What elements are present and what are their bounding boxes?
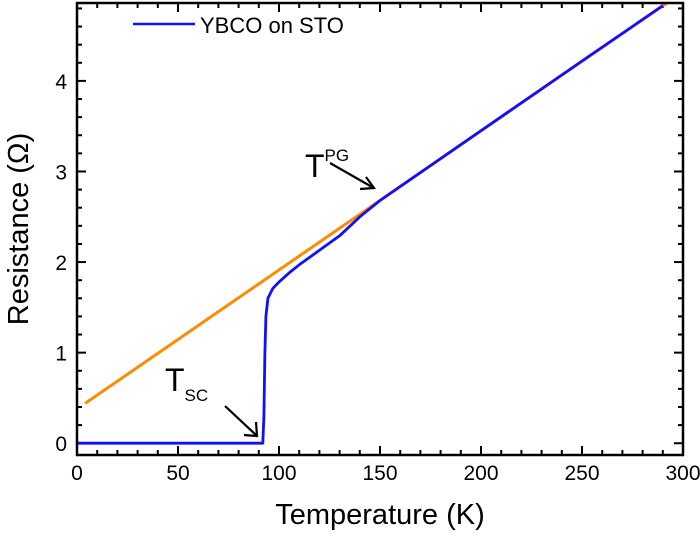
x-tick-label: 250 [564, 462, 599, 485]
x-tick-label: 100 [261, 462, 296, 485]
legend: YBCO on STO [133, 13, 344, 38]
x-tick-label: 150 [362, 462, 397, 485]
x-tick-label: 0 [71, 462, 83, 485]
annotation-tpg: TPG [305, 146, 377, 191]
y-tick-label: 2 [55, 252, 67, 275]
svg-text:TPG: TPG [305, 146, 349, 184]
plot-frame [75, 1, 685, 457]
x-tick-label: 50 [166, 462, 189, 485]
y-tick-label: 1 [55, 343, 67, 366]
arrow-tsc [224, 405, 257, 436]
annotation-tsc-label: T [165, 362, 185, 398]
legend-label: YBCO on STO [200, 13, 344, 38]
y-axis-label: Resistance (Ω) [3, 133, 35, 326]
svg-text:TSC: TSC [165, 362, 208, 405]
arrowhead-tpg [359, 176, 377, 191]
annotation-tpg-sup: PG [325, 146, 350, 165]
annotation-tpg-label: T [305, 148, 325, 184]
annotation-tsc-sub: SC [185, 386, 209, 405]
x-axis-label: Temperature (K) [275, 499, 485, 531]
arrowhead-tsc [243, 421, 259, 438]
series-ybco-line [77, 4, 664, 445]
x-tick-label: 200 [463, 462, 498, 485]
arrow-tpg [329, 162, 373, 188]
y-tick-label: 4 [55, 71, 67, 94]
y-tick-label: 0 [55, 433, 67, 456]
y-tick-label: 3 [55, 161, 67, 184]
x-tick-label: 300 [665, 462, 700, 485]
annotation-tsc: TSC [165, 362, 259, 438]
